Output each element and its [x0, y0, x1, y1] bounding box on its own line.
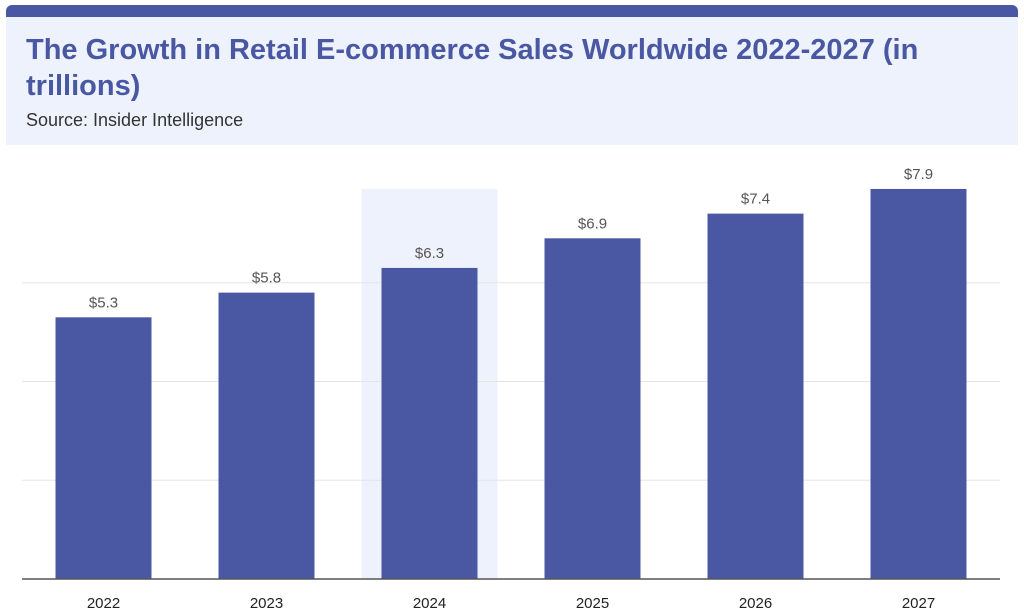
bar-2025	[544, 238, 641, 579]
x-tick-2025: 2025	[576, 595, 609, 612]
bar-2026	[707, 213, 804, 579]
data-label-2025: $6.9	[578, 215, 607, 232]
bar-2027	[870, 188, 967, 579]
data-label-2022: $5.3	[89, 294, 118, 311]
bar-2023	[218, 292, 315, 579]
x-tick-2026: 2026	[739, 595, 772, 612]
data-label-2024: $6.3	[415, 245, 444, 262]
bar-2022	[55, 317, 152, 579]
x-tick-2023: 2023	[250, 595, 283, 612]
accent-bar	[6, 5, 1018, 17]
chart-header: The Growth in Retail E-commerce Sales Wo…	[6, 17, 1018, 145]
chart-source: Source: Insider Intelligence	[26, 110, 244, 130]
chart-title: The Growth in Retail E-commerce Sales Wo…	[26, 34, 919, 102]
x-tick-2022: 2022	[87, 595, 120, 612]
x-tick-2027: 2027	[902, 595, 935, 612]
x-tick-2024: 2024	[413, 595, 446, 612]
data-label-2023: $5.8	[252, 270, 281, 287]
bar-2024	[381, 267, 478, 579]
data-label-2027: $7.9	[904, 166, 933, 183]
data-label-2026: $7.4	[741, 191, 770, 208]
